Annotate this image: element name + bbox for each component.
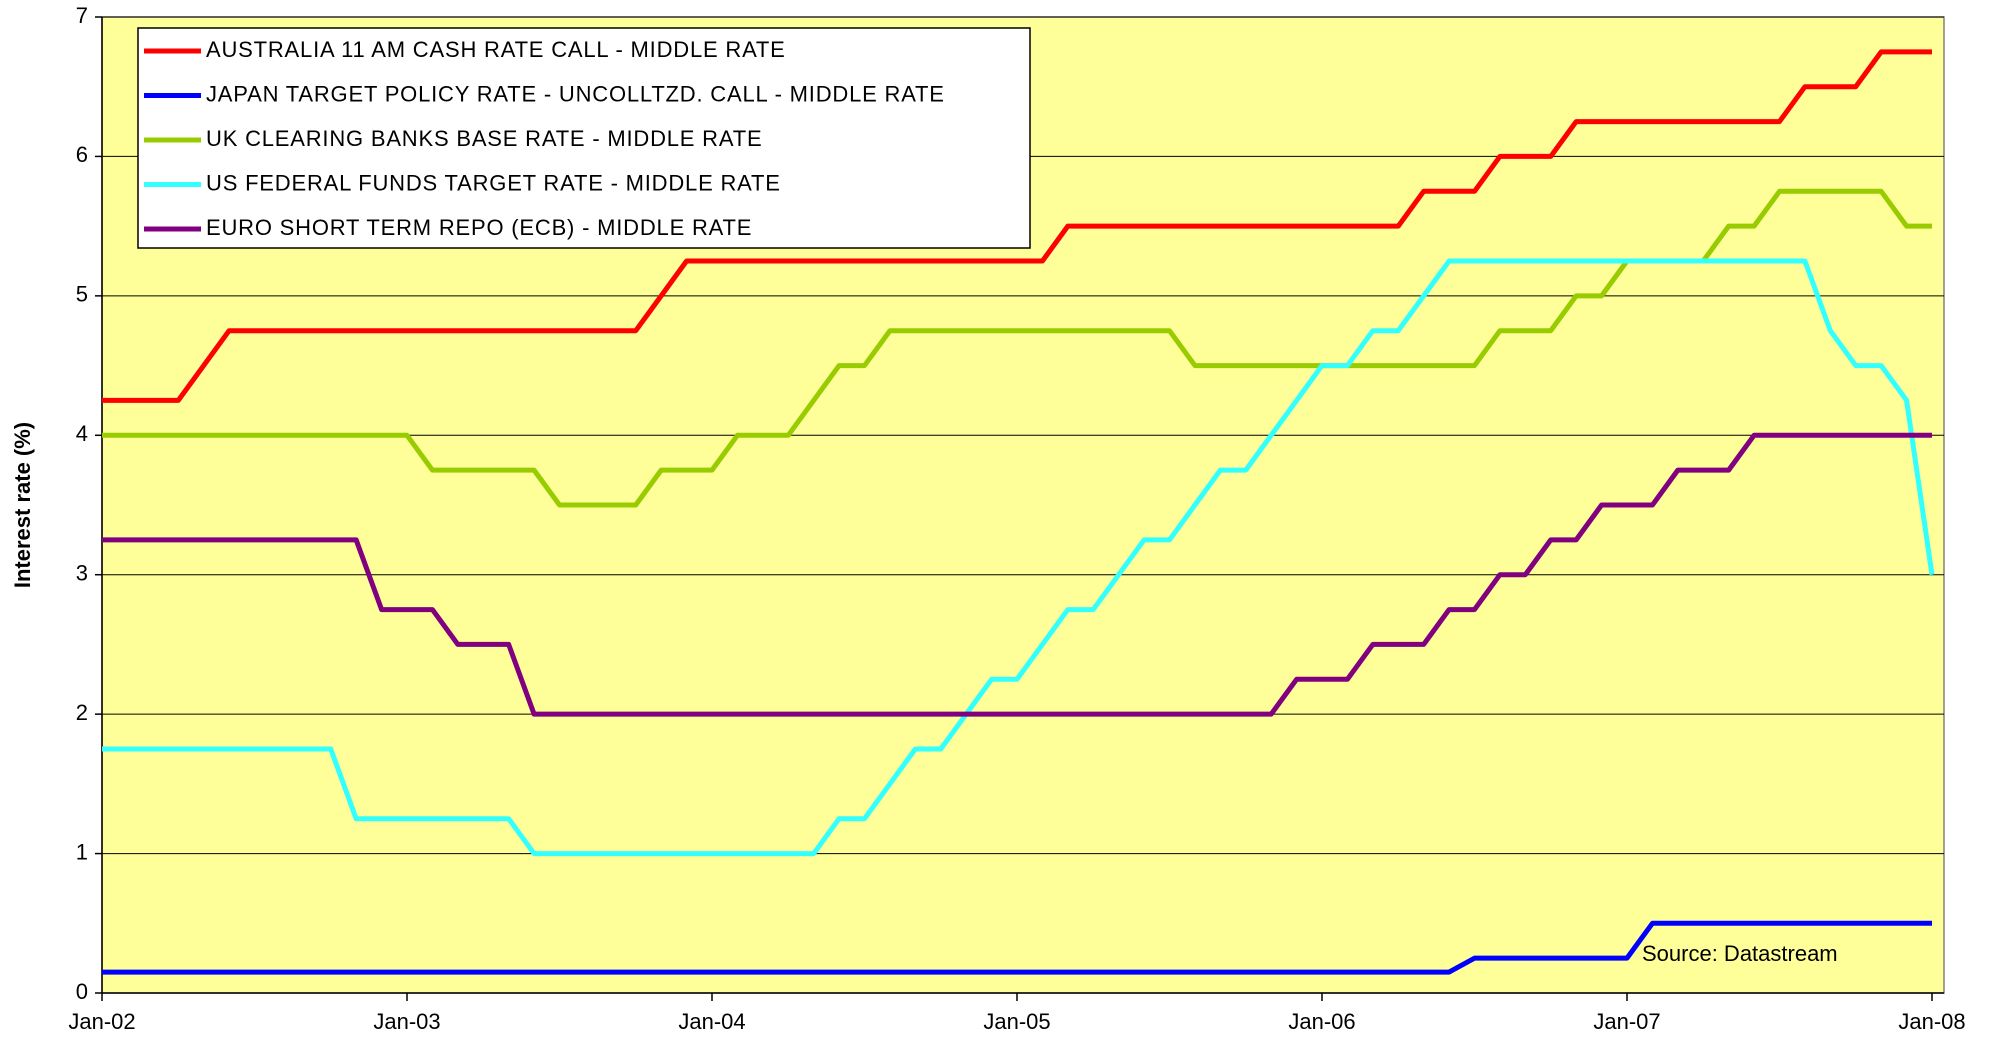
y-tick-label: 3 bbox=[76, 561, 88, 586]
legend-label: JAPAN TARGET POLICY RATE - UNCOLLTZD. CA… bbox=[206, 81, 945, 106]
y-tick-label: 5 bbox=[76, 282, 88, 307]
source-note: Source: Datastream bbox=[1642, 941, 1838, 966]
y-tick-label: 2 bbox=[76, 700, 88, 725]
x-tick-label: Jan-04 bbox=[678, 1009, 745, 1034]
y-tick-label: 1 bbox=[76, 839, 88, 864]
legend-label: US FEDERAL FUNDS TARGET RATE - MIDDLE RA… bbox=[206, 170, 781, 195]
y-tick-label: 0 bbox=[76, 979, 88, 1004]
y-tick-label: 7 bbox=[76, 3, 88, 28]
series-line bbox=[102, 49, 1932, 403]
x-tick-label: Jan-07 bbox=[1593, 1009, 1660, 1034]
y-tick-label: 6 bbox=[76, 142, 88, 167]
series-line bbox=[102, 432, 1932, 717]
x-tick-label: Jan-05 bbox=[983, 1009, 1050, 1034]
legend-label: UK CLEARING BANKS BASE RATE - MIDDLE RAT… bbox=[206, 126, 762, 151]
x-tick-label: Jan-08 bbox=[1898, 1009, 1965, 1034]
x-tick-label: Jan-03 bbox=[373, 1009, 440, 1034]
series-line bbox=[102, 258, 1935, 857]
legend-box bbox=[137, 27, 1031, 249]
series-line bbox=[102, 920, 1932, 975]
x-tick-label: Jan-02 bbox=[68, 1009, 135, 1034]
y-tick-label: 4 bbox=[76, 421, 88, 446]
y-axis-title: Interest rate (%) bbox=[10, 422, 35, 588]
legend-label: EURO SHORT TERM REPO (ECB) - MIDDLE RATE bbox=[206, 215, 752, 240]
x-tick-label: Jan-06 bbox=[1288, 1009, 1355, 1034]
legend-label: AUSTRALIA 11 AM CASH RATE CALL - MIDDLE … bbox=[206, 37, 786, 62]
